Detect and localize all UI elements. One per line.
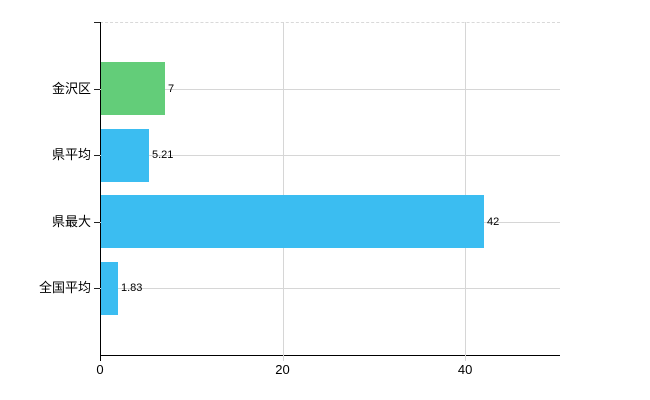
category-label: 県最大 xyxy=(51,214,91,229)
y-axis-line xyxy=(100,22,101,361)
y-axis-tick xyxy=(94,89,100,90)
x-axis-tick-label: 40 xyxy=(457,362,473,377)
y-axis-tick xyxy=(94,288,100,289)
category-label: 全国平均 xyxy=(38,280,91,295)
bar-value-label: 1.83 xyxy=(121,282,143,294)
y-axis-tick xyxy=(94,155,100,156)
bar xyxy=(101,195,484,248)
bar xyxy=(101,62,165,115)
bar-value-label: 5.21 xyxy=(152,149,174,161)
bar xyxy=(101,262,118,315)
x-axis-tick-label: 0 xyxy=(96,362,104,377)
y-axis-tick xyxy=(94,222,100,223)
category-label: 県平均 xyxy=(51,147,91,162)
x-axis-line xyxy=(100,355,560,356)
vertical-gridline xyxy=(282,22,284,361)
bar xyxy=(101,129,149,182)
horizontal-gridline xyxy=(100,89,560,90)
horizontal-gridline xyxy=(100,155,560,156)
x-axis-tick-label: 20 xyxy=(275,362,290,377)
y-axis-top-tick xyxy=(94,22,100,23)
plot-top-border xyxy=(100,22,560,23)
bar-value-label: 7 xyxy=(168,83,175,95)
vertical-gridline xyxy=(465,22,467,361)
category-label: 金沢区 xyxy=(51,81,91,96)
bar-value-label: 42 xyxy=(487,216,500,228)
horizontal-gridline xyxy=(100,288,560,289)
